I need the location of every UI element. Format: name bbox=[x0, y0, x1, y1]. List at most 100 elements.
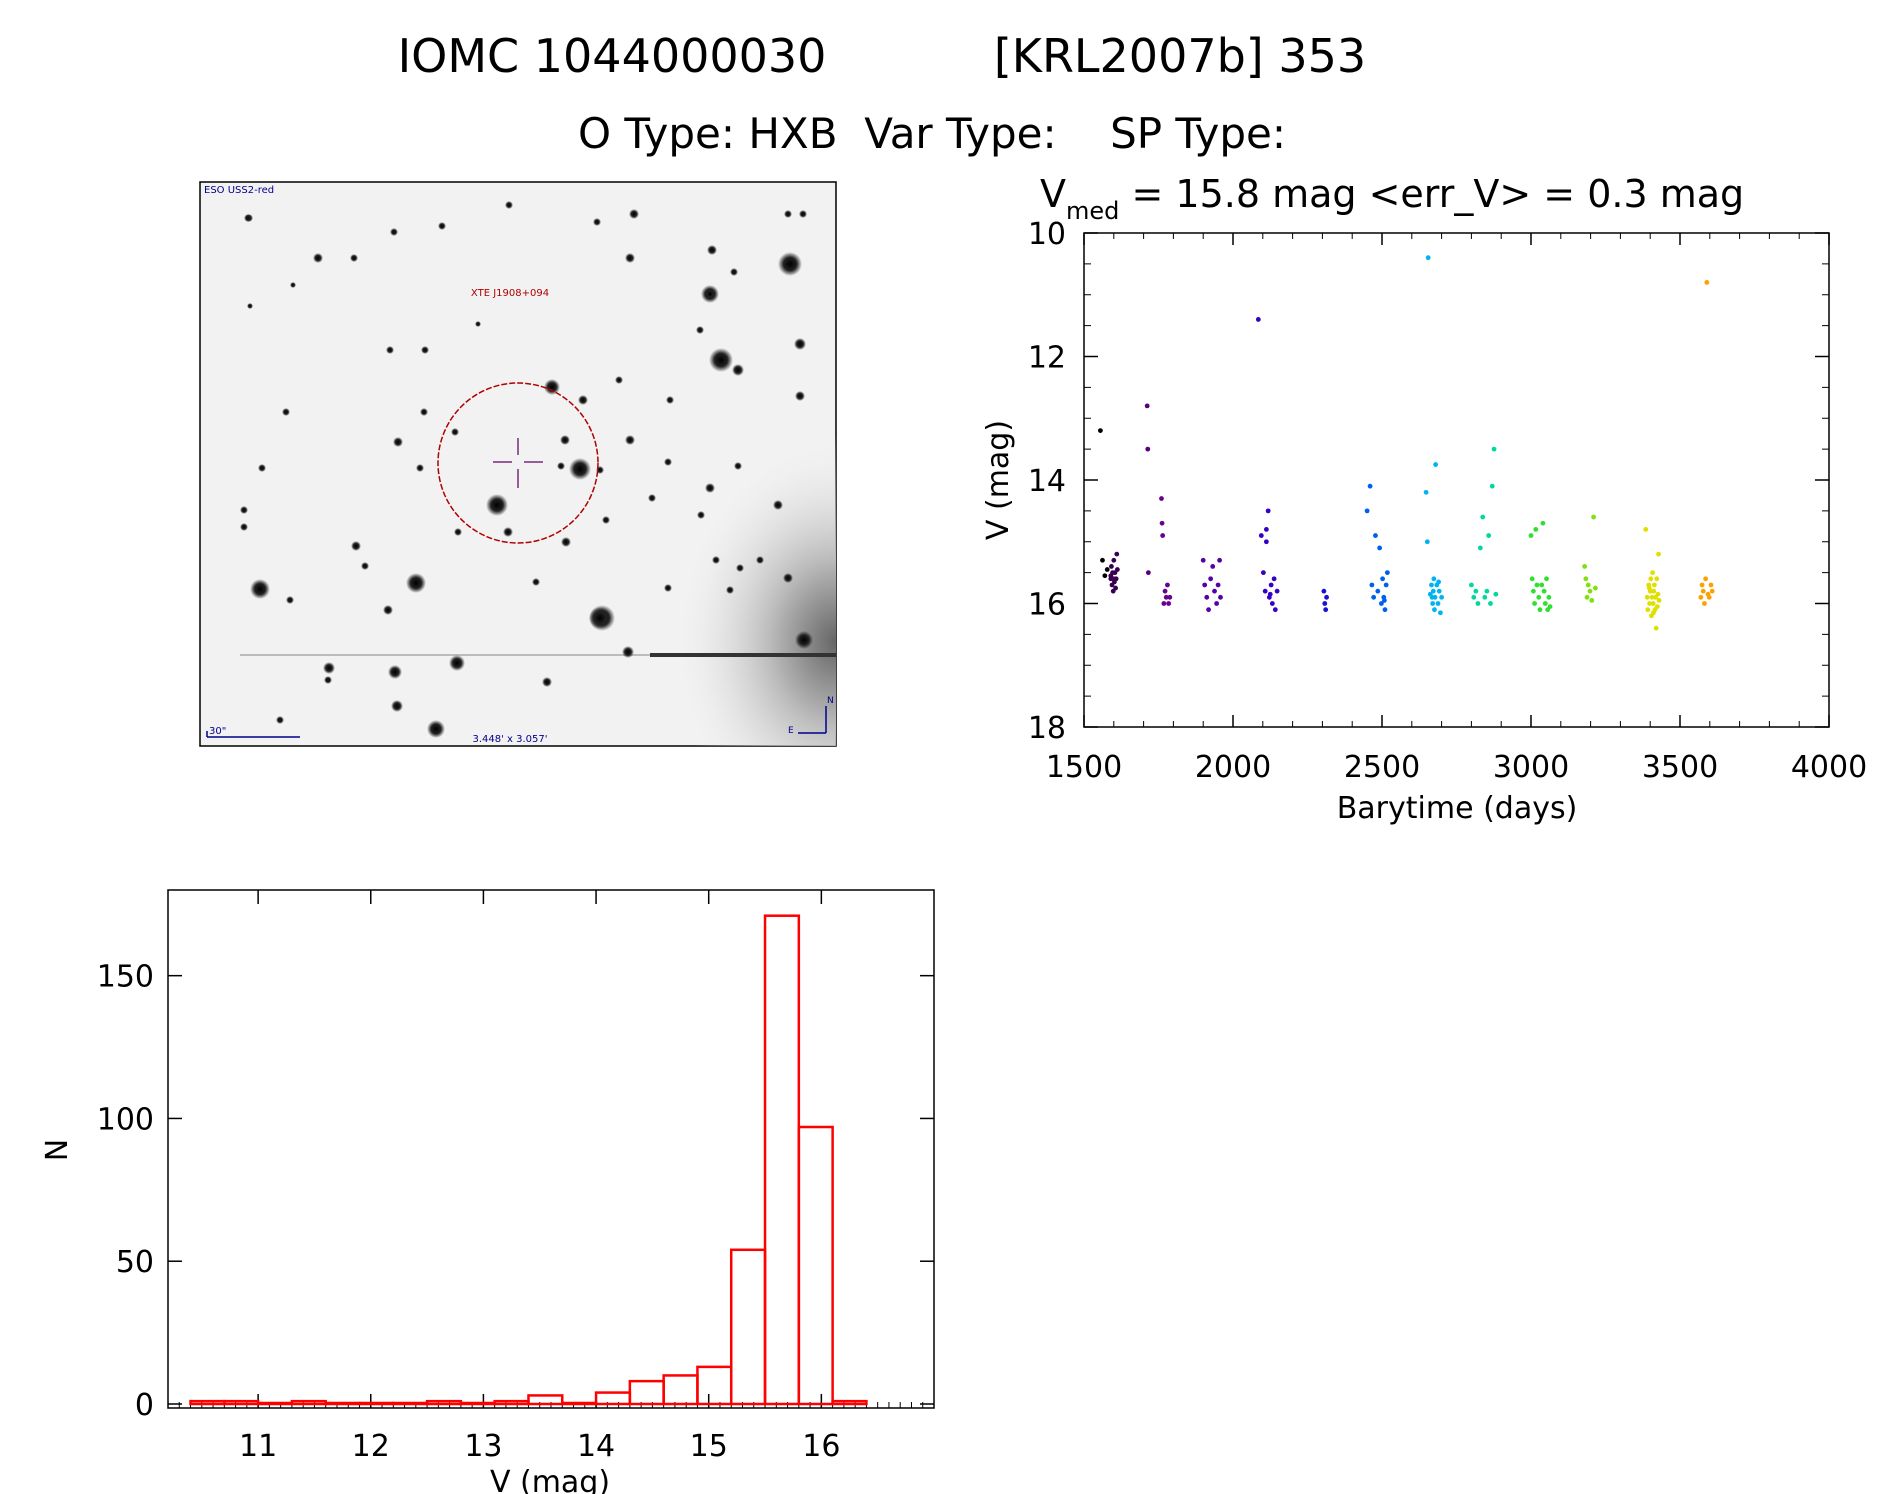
lc-point bbox=[1263, 539, 1269, 545]
lc-point bbox=[1383, 582, 1389, 588]
field-star bbox=[532, 578, 540, 586]
field-star bbox=[704, 288, 716, 300]
field-star bbox=[712, 556, 720, 564]
field-star bbox=[794, 338, 806, 350]
lc-point bbox=[1204, 594, 1210, 600]
field-star bbox=[732, 364, 744, 376]
lightcurve-frame bbox=[1083, 232, 1830, 728]
lc-ytick-label: 12 bbox=[1028, 341, 1066, 376]
field-star bbox=[290, 282, 296, 288]
hist-xtick-label: 16 bbox=[802, 1429, 840, 1464]
lc-point bbox=[1436, 579, 1442, 585]
lightcurve-plot: Vmed = 15.8 mag <err_V> = 0.3 mag 1500 20… bbox=[981, 172, 1867, 826]
lightcurve-points bbox=[1097, 255, 1715, 631]
field-star bbox=[244, 214, 252, 222]
hist-bar bbox=[561, 1401, 598, 1406]
lc-point bbox=[1367, 483, 1373, 489]
lc-point bbox=[1159, 520, 1165, 526]
lc-point bbox=[1430, 588, 1436, 594]
subtitle-types: O Type: HXB Var Type: SP Type: bbox=[578, 109, 1286, 158]
lc-point bbox=[1379, 601, 1384, 606]
lc-point bbox=[1217, 557, 1222, 563]
lc-point bbox=[1272, 607, 1278, 613]
hist-bar bbox=[797, 1125, 834, 1406]
lc-xtick-label: 2000 bbox=[1195, 750, 1271, 785]
lc-point bbox=[1200, 557, 1206, 563]
lc-point bbox=[1646, 585, 1652, 591]
field-star bbox=[427, 720, 445, 738]
hist-bar bbox=[729, 1248, 767, 1406]
lc-point bbox=[1102, 573, 1108, 579]
lc-point bbox=[1260, 570, 1266, 576]
histogram-ylabel: N bbox=[40, 1139, 75, 1161]
field-star bbox=[449, 655, 465, 671]
lc-point bbox=[1433, 462, 1439, 467]
field-star bbox=[361, 562, 369, 570]
lc-point bbox=[1546, 594, 1552, 600]
lc-point bbox=[1423, 489, 1429, 495]
lc-point bbox=[1144, 403, 1150, 409]
field-star bbox=[286, 596, 294, 604]
field-star bbox=[726, 586, 734, 594]
lightcurve-axis-ticks: 1500 2000 2500 3000 3500 4000 10 12 14 16 18 bbox=[1028, 217, 1867, 785]
hist-bar bbox=[527, 1394, 564, 1406]
lc-point bbox=[1584, 594, 1590, 600]
lc-point bbox=[1163, 594, 1169, 600]
lc-point bbox=[1537, 607, 1543, 613]
field-star bbox=[625, 253, 635, 263]
lc-point bbox=[1111, 576, 1117, 582]
lc-point bbox=[1218, 594, 1223, 600]
lc-point bbox=[1159, 496, 1164, 501]
lc-point bbox=[1166, 601, 1172, 606]
field-star bbox=[247, 303, 253, 309]
field-star bbox=[406, 573, 426, 593]
field-star bbox=[386, 346, 394, 354]
field-star bbox=[323, 662, 335, 674]
field-star bbox=[557, 462, 565, 470]
lc-xtick-label: 3000 bbox=[1493, 750, 1569, 785]
lc-point bbox=[1533, 527, 1539, 532]
hist-bar bbox=[628, 1379, 665, 1406]
field-star bbox=[544, 379, 560, 395]
lc-point bbox=[1324, 594, 1329, 600]
field-star bbox=[416, 464, 424, 472]
lc-xtick-label: 3500 bbox=[1642, 750, 1718, 785]
hist-bar bbox=[290, 1399, 327, 1406]
lc-point bbox=[1704, 280, 1710, 285]
lc-point bbox=[1486, 533, 1492, 538]
lc-point bbox=[1214, 601, 1220, 606]
field-star bbox=[736, 564, 744, 572]
lc-point bbox=[1587, 588, 1593, 594]
lc-point bbox=[1210, 564, 1216, 569]
field-star bbox=[250, 579, 270, 599]
hist-bar bbox=[324, 1401, 361, 1406]
lc-point bbox=[1493, 591, 1499, 597]
field-star bbox=[784, 210, 792, 218]
lc-point bbox=[1265, 508, 1271, 514]
field-star bbox=[383, 605, 393, 615]
field-star bbox=[324, 676, 332, 684]
lc-point bbox=[1656, 598, 1662, 603]
lc-point bbox=[1540, 520, 1546, 526]
lc-point bbox=[1436, 588, 1442, 594]
field-star bbox=[313, 253, 323, 263]
lc-point bbox=[1424, 539, 1430, 545]
field-star bbox=[589, 607, 611, 629]
field-star bbox=[707, 245, 717, 255]
lc-point bbox=[1582, 564, 1588, 569]
field-star bbox=[697, 511, 705, 519]
field-star bbox=[282, 408, 290, 416]
field-star bbox=[734, 462, 742, 470]
histogram-frame bbox=[167, 889, 935, 1409]
field-star bbox=[421, 346, 429, 354]
histogram-xlabel: V (mag) bbox=[490, 1465, 610, 1494]
field-star bbox=[542, 677, 552, 687]
field-star bbox=[240, 523, 248, 531]
lc-point bbox=[1212, 588, 1217, 594]
lc-point bbox=[1583, 576, 1589, 582]
hist-xtick-label: 13 bbox=[464, 1429, 502, 1464]
lc-ytick-label: 10 bbox=[1028, 217, 1066, 252]
lc-point bbox=[1268, 582, 1274, 588]
lc-point bbox=[1160, 533, 1166, 538]
lc-point bbox=[1104, 567, 1110, 572]
